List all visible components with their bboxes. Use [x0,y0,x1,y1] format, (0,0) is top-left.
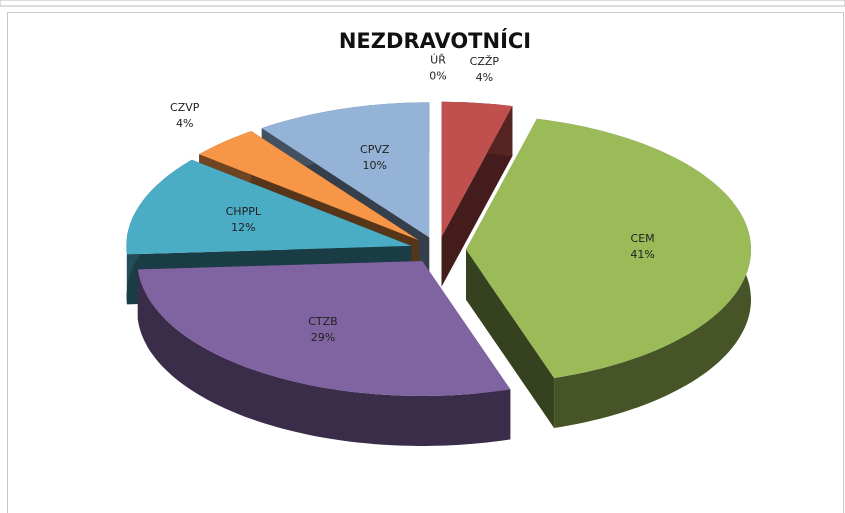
data-label-category: CEM [631,232,655,245]
data-label-value: 4% [176,117,193,130]
data-label-value: 12% [231,221,255,234]
slice [441,101,513,237]
data-label-category: CZVP [170,101,200,114]
chart-title: NEZDRAVOTNÍCI [339,28,531,53]
data-label-value: 41% [630,248,654,261]
data-label-value: 10% [363,159,387,172]
slice-wall [137,269,511,446]
data-label-value: 29% [311,331,335,344]
data-label-value: 0% [429,70,446,83]
frame-top [0,0,845,7]
slice [261,102,430,238]
slice [126,159,412,255]
data-label-category: ÚŘ [430,54,446,67]
data-label-category: CHPPL [226,205,262,218]
slice-cut-face [466,249,555,428]
slice [199,131,419,241]
data-label-value: 4% [476,71,493,84]
data-label-category: CPVZ [360,143,390,156]
slice [466,118,751,379]
data-label-category: CTZB [308,315,337,328]
slice [137,261,511,396]
data-label-category: CZŽP [470,55,500,68]
